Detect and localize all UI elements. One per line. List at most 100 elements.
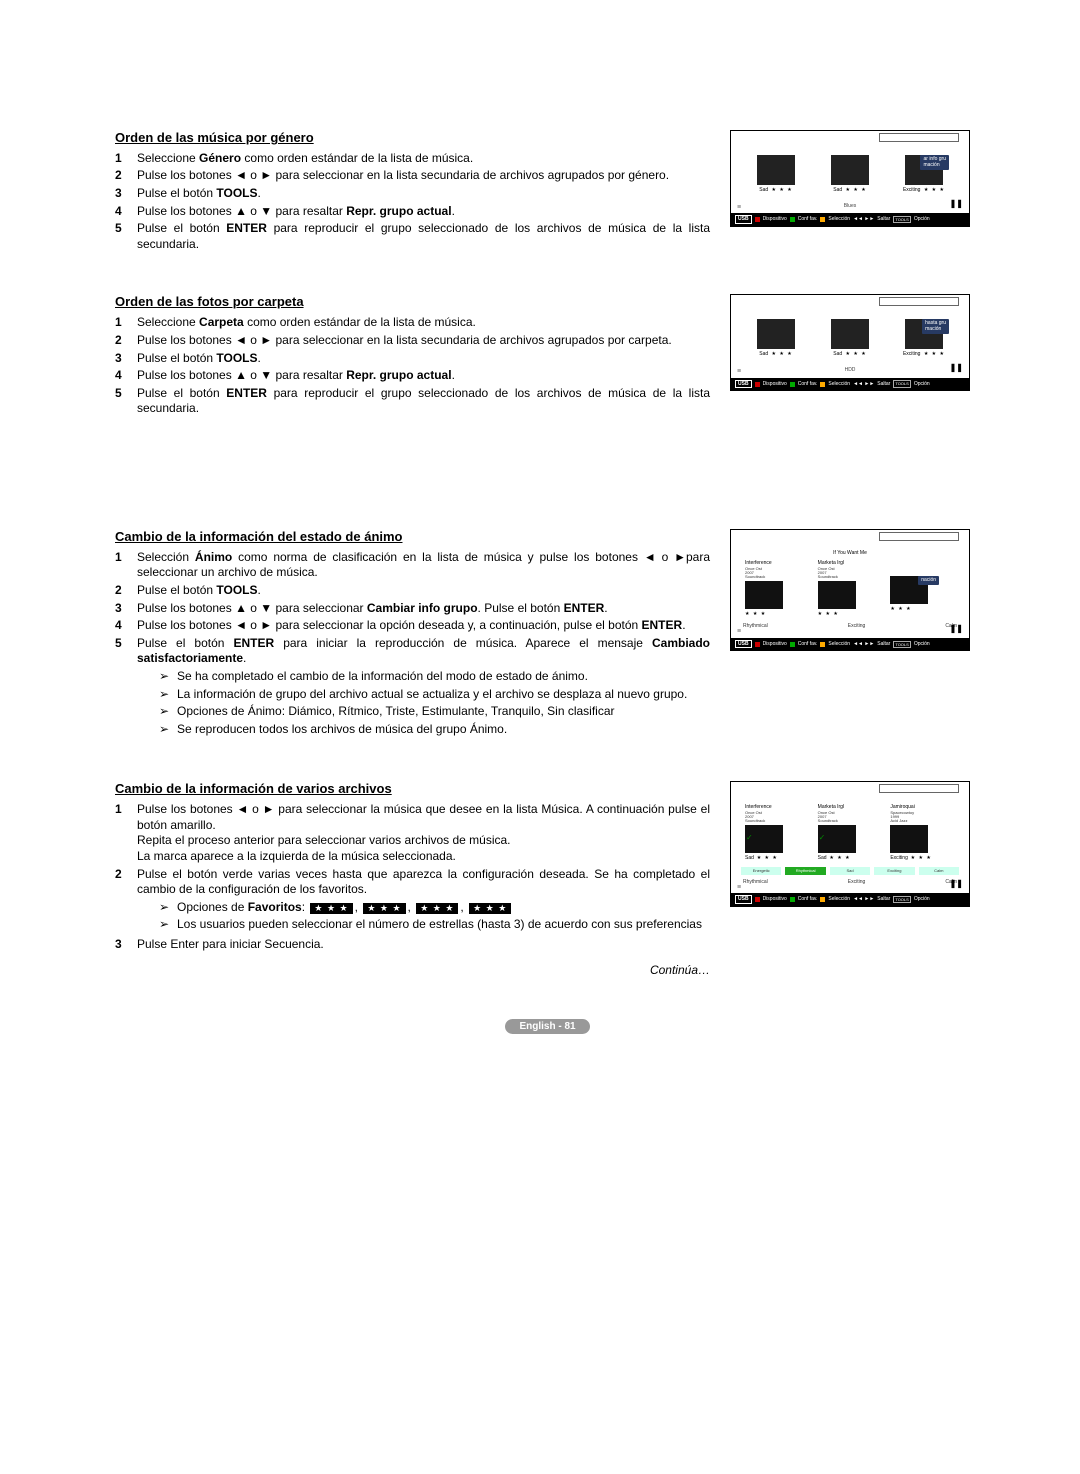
lbl: Sad	[833, 351, 842, 357]
t: .	[452, 368, 455, 382]
section-genre: Orden de las música por género 1Seleccio…	[115, 130, 980, 254]
pause-icon: ❚❚	[950, 879, 963, 889]
t: TOOLS	[216, 186, 257, 200]
t: Pulse los botones ▲ o ▼ para resaltar	[137, 204, 346, 218]
f: TOOLS	[893, 641, 911, 648]
t: Pulse los botones ◄ o ► para seleccionar…	[137, 802, 710, 832]
figure-multi: Interference Once Ost2007Soundtrack ✓ Sa…	[730, 781, 970, 906]
continua: Continúa…	[115, 963, 710, 979]
t: Pulse los botones ◄ o ► para seleccionar…	[137, 618, 642, 632]
m: Soundtrack	[818, 574, 838, 579]
f: Saltar	[877, 896, 890, 903]
f: Selección	[828, 641, 850, 648]
figure-genre: Sad ★ ★ ★ Sad ★ ★ ★ Exciting ★ ★ ★ ar in…	[730, 130, 970, 227]
m: Soundtrack	[745, 574, 765, 579]
section-multi: Cambio de la información de varios archi…	[115, 781, 980, 978]
t: . Pulse el botón	[478, 601, 564, 615]
tt: nación	[918, 576, 939, 586]
mood-text: Cambio de la información del estado de á…	[115, 529, 710, 741]
figure-footer: USB Dispositivo Conf fav. Selección ◄◄ ►…	[731, 213, 969, 226]
t: Pulse el botón	[137, 583, 216, 597]
figure-folder: Sad ★ ★ ★ Sad ★ ★ ★ Exciting ★ ★ ★ hasta…	[730, 294, 970, 391]
t: Pulse el botón	[137, 386, 226, 400]
stars-badge: ★ ★ ★	[469, 903, 511, 915]
st: ★ ★ ★	[890, 606, 955, 613]
t: .	[452, 204, 455, 218]
f: TOOLS	[893, 216, 911, 223]
t: Los usuarios pueden seleccionar el númer…	[177, 917, 710, 933]
select-icon: ≡	[737, 370, 741, 374]
m: Acid Jazz	[890, 818, 907, 823]
pause-icon: ❚❚	[950, 624, 963, 634]
f: Opción	[914, 896, 930, 903]
t: Género	[199, 151, 241, 165]
mood-chip: Energetic	[741, 867, 781, 874]
genre-text: Orden de las música por género 1Seleccio…	[115, 130, 710, 254]
mood-chip: Sad	[830, 867, 870, 874]
mood: Rhythmical	[743, 879, 768, 886]
lbl: Sad	[745, 855, 754, 861]
folder-text: Orden de las fotos por carpeta 1Seleccio…	[115, 294, 710, 418]
f: TOOLS	[893, 896, 911, 903]
t: .	[258, 583, 261, 597]
mood: Exciting	[848, 623, 866, 630]
t: ENTER	[564, 601, 605, 615]
mood-title: Cambio de la información del estado de á…	[115, 529, 710, 546]
figure-mood: If You Want Me Interference Once Ost2007…	[730, 529, 970, 652]
f: Opción	[914, 216, 930, 223]
figure-footer: USB Dispositivo Conf fav. Selección ◄◄ ►…	[731, 893, 969, 906]
st: ★ ★ ★	[846, 187, 867, 193]
f: TOOLS	[893, 380, 911, 387]
lbl: Exciting	[903, 187, 921, 193]
t: Pulse el botón	[137, 636, 233, 650]
figure-footer: USB Dispositivo Conf fav. Selección ◄◄ ►…	[731, 638, 969, 651]
t: para iniciar la reproducción de música. …	[274, 636, 652, 650]
folder-title: Orden de las fotos por carpeta	[115, 294, 710, 311]
section-folder: Orden de las fotos por carpeta 1Seleccio…	[115, 294, 980, 418]
mood-chip: Rhythmical	[785, 867, 825, 874]
page-number: English - 81	[115, 1018, 980, 1034]
t: como orden estándar de la lista de músic…	[244, 315, 476, 329]
lbl: Sad	[833, 187, 842, 193]
t: Seleccione	[137, 151, 199, 165]
st: ★ ★ ★	[829, 855, 850, 861]
t: .	[258, 351, 261, 365]
figure-footer: USB Dispositivo Conf fav. Selección ◄◄ ►…	[731, 378, 969, 391]
t: Pulse los botones ▲ o ▼ para seleccionar	[137, 601, 367, 615]
t: .	[604, 601, 607, 615]
f: Opción	[914, 641, 930, 648]
t: Opciones de	[177, 900, 248, 914]
t: Carpeta	[199, 315, 244, 329]
st: ★ ★ ★	[846, 351, 867, 357]
usb-badge: USB	[735, 895, 752, 904]
lbl: Exciting	[903, 351, 921, 357]
t: Repr. grupo actual	[346, 204, 451, 218]
mood-chip: Calm	[919, 867, 959, 874]
t: TOOLS	[216, 351, 257, 365]
f: Dispositivo	[763, 216, 787, 223]
t: Pulse los botones ◄ o ► para seleccionar…	[137, 333, 710, 349]
mood: Rhythmical	[743, 623, 768, 630]
lbl: Sad	[818, 855, 827, 861]
f: Conf fav.	[798, 381, 818, 388]
t: Ánimo	[195, 550, 232, 564]
t: ENTER	[642, 618, 683, 632]
t: TOOLS	[216, 583, 257, 597]
lbl: Sad	[759, 187, 768, 193]
st: ★ ★ ★	[818, 611, 883, 618]
f: Conf fav.	[798, 216, 818, 223]
f: Opción	[914, 381, 930, 388]
t: Pulse el botón	[137, 351, 216, 365]
t: Pulse los botones ▲ o ▼ para resaltar	[137, 368, 346, 382]
select-icon: ≡	[737, 206, 741, 210]
st: ★ ★ ★	[772, 351, 793, 357]
m: Soundtrack	[745, 818, 765, 823]
st: ★ ★ ★	[924, 187, 945, 193]
t: Pulse el botón verde varias veces hasta …	[137, 867, 710, 897]
t: .	[682, 618, 685, 632]
genre-title: Orden de las música por género	[115, 130, 710, 147]
f: Saltar	[877, 641, 890, 648]
st: ★ ★ ★	[911, 855, 932, 861]
f: Selección	[828, 896, 850, 903]
t: Favoritos	[248, 900, 302, 914]
